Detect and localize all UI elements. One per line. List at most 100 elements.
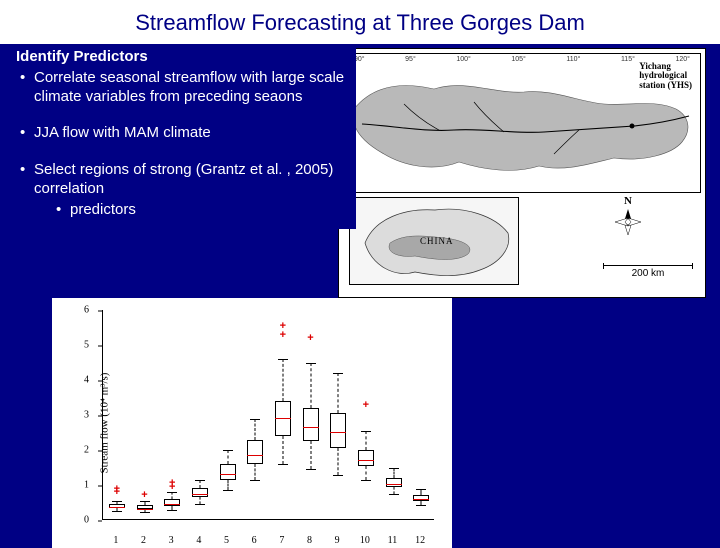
x-tick: 12: [415, 535, 425, 546]
box: [386, 478, 402, 487]
bullet-text: Select regions of strong (Grantz et al. …: [34, 161, 356, 219]
whisker-cap: [167, 510, 177, 511]
outlier: +: [307, 332, 313, 344]
scalebar-line: [603, 265, 693, 266]
outlier: +: [141, 489, 147, 501]
outlier: +: [280, 320, 286, 332]
boxplot-panel: Stream flow (10⁴ m³/s) +++++++++ 0123456…: [52, 298, 452, 548]
median-line: [275, 418, 291, 419]
box: [247, 440, 263, 465]
whisker: [199, 497, 200, 504]
median-line: [220, 474, 236, 475]
whisker-cap: [112, 501, 122, 502]
bullet-item: • Correlate seasonal streamflow with lar…: [16, 69, 356, 107]
whisker-cap: [250, 419, 260, 420]
sub-bullet-item: • predictors: [52, 201, 356, 220]
whisker-cap: [278, 464, 288, 465]
bullet-dot: •: [16, 161, 34, 219]
box: [220, 464, 236, 480]
whisker-cap: [416, 489, 426, 490]
median-line: [330, 432, 346, 433]
bullet-text-inner: Select regions of strong (Grantz et al. …: [34, 161, 333, 197]
compass: N: [613, 195, 643, 237]
whisker: [227, 450, 228, 464]
whisker-cap: [195, 480, 205, 481]
x-tick: 5: [224, 535, 229, 546]
page-title: Streamflow Forecasting at Three Gorges D…: [0, 0, 720, 42]
whisker-cap: [223, 450, 233, 451]
whisker-cap: [250, 480, 260, 481]
box: [358, 450, 374, 466]
whisker-cap: [333, 373, 343, 374]
bullet-dot: •: [16, 124, 34, 143]
median-line: [303, 427, 319, 428]
whisker-cap: [195, 504, 205, 505]
box: [109, 504, 125, 508]
whisker: [338, 448, 339, 474]
compass-label: N: [613, 195, 643, 207]
whisker-cap: [333, 475, 343, 476]
outlier: +: [363, 399, 369, 411]
whisker: [393, 487, 394, 494]
whisker: [282, 436, 283, 464]
x-tick: 10: [360, 535, 370, 546]
bullet-dot: •: [52, 201, 70, 220]
box: [137, 505, 153, 509]
lon-tick: 95°: [405, 56, 416, 63]
whisker-cap: [140, 512, 150, 513]
yhs-label: Yichang hydrological station (YHS): [639, 62, 692, 90]
whisker-cap: [112, 511, 122, 512]
lon-tick: 105°: [511, 56, 525, 63]
whisker-cap: [361, 431, 371, 432]
whisker: [282, 359, 283, 401]
median-line: [358, 460, 374, 461]
whisker-cap: [306, 469, 316, 470]
median-line: [137, 509, 153, 510]
whisker: [393, 468, 394, 479]
x-tick: 7: [279, 535, 284, 546]
y-tick: 5: [84, 340, 89, 351]
bullet-text: JJA flow with MAM climate: [34, 124, 356, 143]
y-tick: 4: [84, 375, 89, 386]
median-line: [386, 484, 402, 485]
scalebar: 200 km: [603, 265, 693, 279]
yhs-l3: station (YHS): [639, 81, 692, 90]
y-tick: 1: [84, 480, 89, 491]
sub-bullet-text: predictors: [70, 201, 136, 220]
section-heading: Identify Predictors: [16, 48, 356, 67]
whisker-cap: [389, 468, 399, 469]
bullet-item: • JJA flow with MAM climate: [16, 124, 356, 143]
box: [303, 408, 319, 441]
y-tick: 6: [84, 305, 89, 316]
whisker-cap: [389, 494, 399, 495]
lon-tick: 115°: [621, 56, 635, 63]
box: [164, 499, 180, 506]
whisker: [365, 431, 366, 450]
median-line: [247, 455, 263, 456]
median-line: [192, 494, 208, 495]
x-tick: 8: [307, 535, 312, 546]
whisker: [227, 480, 228, 491]
x-tick: 9: [335, 535, 340, 546]
whisker-cap: [306, 363, 316, 364]
whisker-cap: [416, 505, 426, 506]
whisker: [338, 373, 339, 413]
x-tick: 11: [388, 535, 398, 546]
x-tick: 4: [196, 535, 201, 546]
y-tick: 0: [84, 515, 89, 526]
bullet-item: • Select regions of strong (Grantz et al…: [16, 161, 356, 219]
y-tick: 3: [84, 410, 89, 421]
whisker-cap: [278, 359, 288, 360]
outlier: +: [114, 483, 120, 495]
x-tick: 2: [141, 535, 146, 546]
plot-area: +++++++++: [102, 310, 434, 520]
lon-tick: 100°: [456, 56, 470, 63]
map-inset: CHINA: [349, 197, 519, 285]
lon-tick: 110°: [566, 56, 580, 63]
station-marker: [630, 124, 635, 129]
median-line: [413, 499, 429, 500]
whisker: [255, 419, 256, 440]
bullet-dot: •: [16, 69, 34, 107]
map-panel: 90°95°100°105°110°115°120° Yichang hydro…: [338, 48, 706, 298]
map-main: 90°95°100°105°110°115°120° Yichang hydro…: [343, 53, 701, 193]
